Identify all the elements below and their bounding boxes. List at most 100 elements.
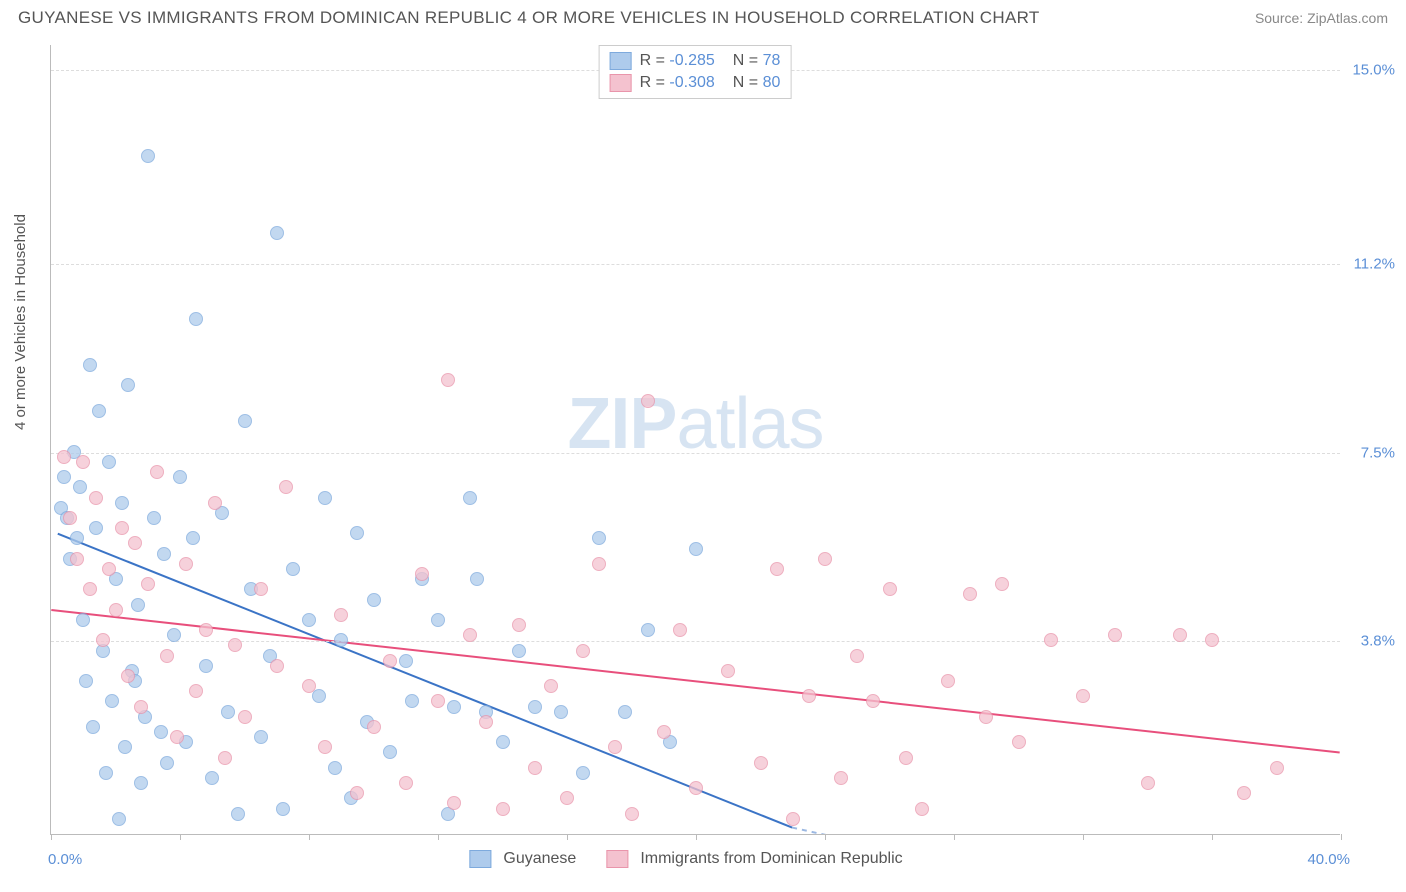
scatter-point	[496, 802, 510, 816]
scatter-point	[899, 751, 913, 765]
scatter-point	[115, 496, 129, 510]
scatter-point	[802, 689, 816, 703]
scatter-point	[576, 766, 590, 780]
plot-region: ZIPatlas 3.8%7.5%11.2%15.0%	[50, 45, 1340, 835]
scatter-point	[150, 465, 164, 479]
legend-series: GuyaneseImmigrants from Dominican Republ…	[469, 850, 920, 868]
scatter-point	[254, 730, 268, 744]
scatter-point	[528, 700, 542, 714]
legend-n: N = 78	[733, 52, 781, 70]
gridline	[51, 264, 1340, 265]
gridline	[51, 453, 1340, 454]
scatter-point	[1237, 786, 1251, 800]
scatter-point	[157, 547, 171, 561]
scatter-point	[147, 511, 161, 525]
scatter-point	[834, 771, 848, 785]
scatter-point	[76, 455, 90, 469]
scatter-point	[231, 807, 245, 821]
scatter-point	[221, 705, 235, 719]
scatter-point	[134, 700, 148, 714]
scatter-point	[463, 491, 477, 505]
x-axis-min-label: 0.0%	[48, 851, 82, 868]
scatter-point	[399, 654, 413, 668]
scatter-point	[102, 562, 116, 576]
scatter-point	[70, 531, 84, 545]
x-tick	[567, 834, 568, 840]
scatter-point	[318, 740, 332, 754]
x-tick	[51, 834, 52, 840]
scatter-point	[608, 740, 622, 754]
y-tick-label: 11.2%	[1354, 256, 1395, 273]
scatter-point	[383, 654, 397, 668]
scatter-point	[1205, 633, 1219, 647]
scatter-point	[689, 781, 703, 795]
y-tick-label: 7.5%	[1361, 444, 1395, 461]
scatter-point	[179, 557, 193, 571]
scatter-point	[405, 694, 419, 708]
scatter-point	[441, 373, 455, 387]
scatter-point	[238, 414, 252, 428]
scatter-point	[1173, 628, 1187, 642]
scatter-point	[270, 226, 284, 240]
scatter-point	[199, 623, 213, 637]
scatter-point	[160, 756, 174, 770]
scatter-point	[883, 582, 897, 596]
scatter-point	[141, 577, 155, 591]
scatter-point	[318, 491, 332, 505]
scatter-point	[57, 470, 71, 484]
scatter-point	[1012, 735, 1026, 749]
scatter-point	[431, 694, 445, 708]
scatter-point	[254, 582, 268, 596]
scatter-point	[592, 557, 606, 571]
gridline	[51, 641, 1340, 642]
trend-line-dashed	[792, 828, 937, 834]
scatter-point	[141, 149, 155, 163]
scatter-point	[70, 552, 84, 566]
scatter-point	[99, 766, 113, 780]
scatter-point	[431, 613, 445, 627]
scatter-point	[447, 796, 461, 810]
scatter-point	[121, 378, 135, 392]
scatter-point	[979, 710, 993, 724]
scatter-point	[334, 633, 348, 647]
scatter-point	[109, 603, 123, 617]
chart-area: ZIPatlas 3.8%7.5%11.2%15.0% R = -0.285 N …	[50, 45, 1340, 835]
scatter-point	[238, 710, 252, 724]
scatter-point	[105, 694, 119, 708]
scatter-point	[689, 542, 703, 556]
scatter-point	[544, 679, 558, 693]
scatter-point	[173, 470, 187, 484]
legend-swatch	[469, 850, 491, 868]
scatter-point	[447, 700, 461, 714]
chart-title: GUYANESE VS IMMIGRANTS FROM DOMINICAN RE…	[18, 8, 1040, 28]
scatter-point	[818, 552, 832, 566]
legend-r: R = -0.285	[640, 52, 715, 70]
scatter-point	[76, 613, 90, 627]
scatter-point	[205, 771, 219, 785]
chart-header: GUYANESE VS IMMIGRANTS FROM DOMINICAN RE…	[0, 0, 1406, 32]
scatter-point	[279, 480, 293, 494]
scatter-point	[367, 720, 381, 734]
x-tick	[1083, 834, 1084, 840]
scatter-point	[995, 577, 1009, 591]
scatter-point	[576, 644, 590, 658]
scatter-point	[367, 593, 381, 607]
scatter-point	[186, 531, 200, 545]
scatter-point	[554, 705, 568, 719]
legend-series-label: Immigrants from Dominican Republic	[640, 850, 902, 868]
scatter-point	[228, 638, 242, 652]
scatter-point	[312, 689, 326, 703]
scatter-point	[121, 669, 135, 683]
scatter-point	[512, 618, 526, 632]
y-axis-label: 4 or more Vehicles in Household	[12, 214, 29, 430]
scatter-point	[641, 623, 655, 637]
scatter-point	[1044, 633, 1058, 647]
legend-swatch	[606, 850, 628, 868]
legend-swatch	[610, 74, 632, 92]
scatter-point	[154, 725, 168, 739]
scatter-point	[618, 705, 632, 719]
scatter-point	[89, 521, 103, 535]
scatter-point	[57, 450, 71, 464]
legend-correlation: R = -0.285N = 78R = -0.308N = 80	[599, 45, 792, 99]
scatter-point	[641, 394, 655, 408]
